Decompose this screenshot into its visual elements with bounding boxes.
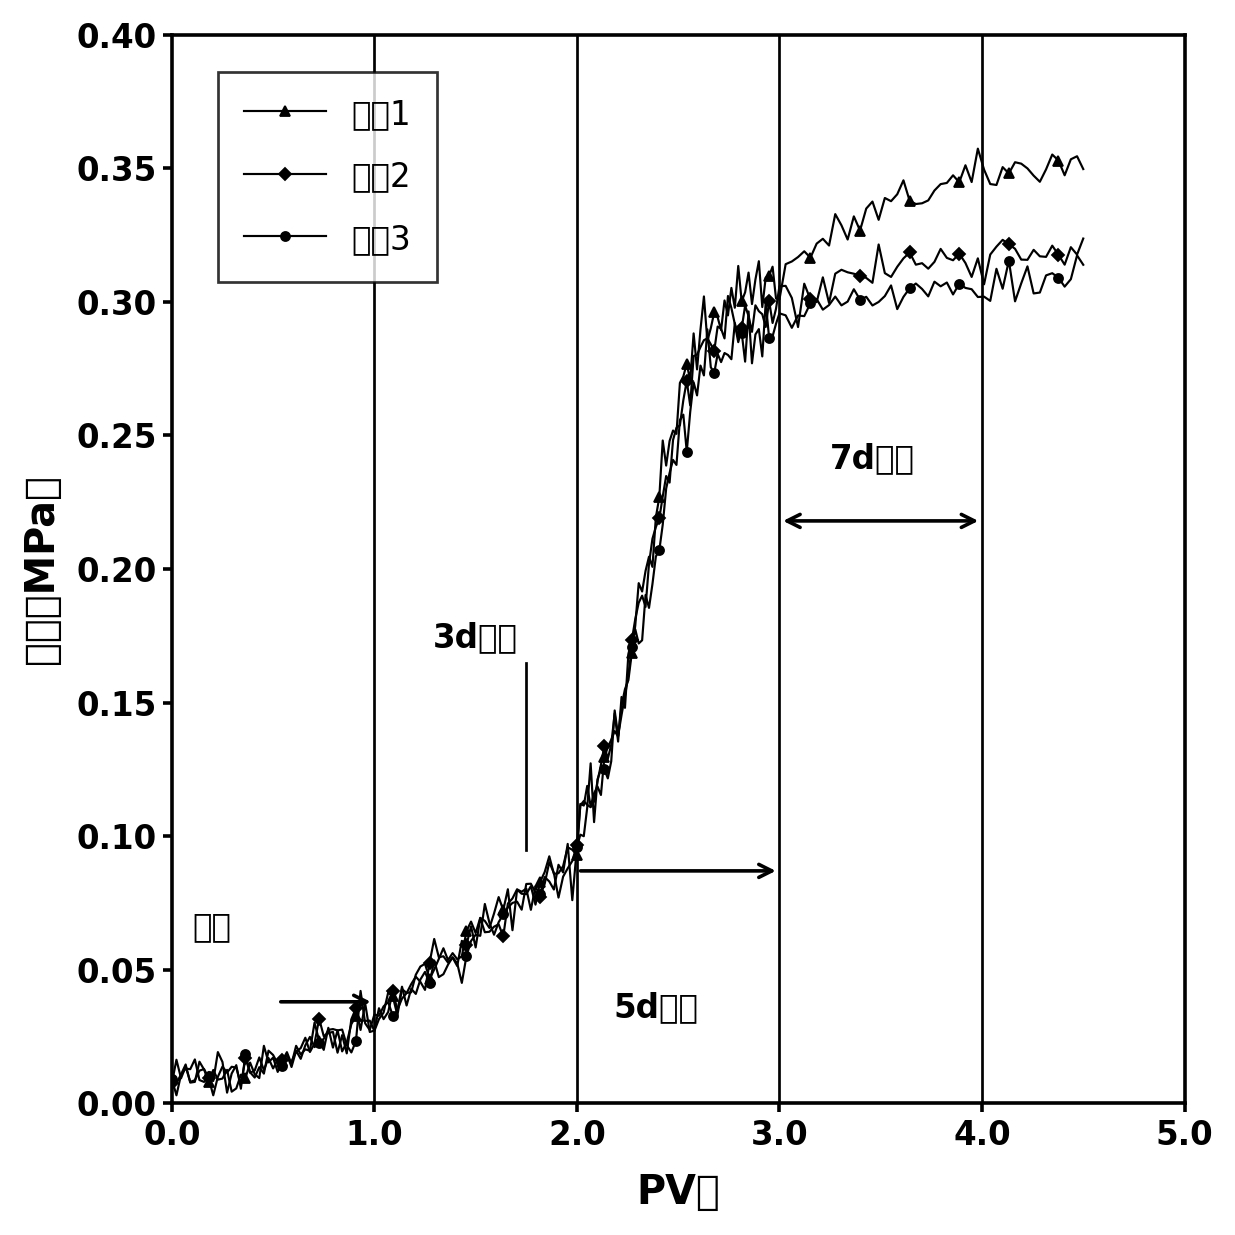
方梅1 [362, 1013, 377, 1028]
方梅2 [191, 1063, 206, 1078]
方梅1 [164, 1070, 179, 1084]
方梅3 [1070, 248, 1084, 263]
方梅2 [183, 1074, 198, 1089]
方梅3 [965, 282, 979, 296]
Text: 3d水驱: 3d水驱 [433, 621, 519, 655]
方梅1 [971, 141, 986, 156]
Text: 5d水驱: 5d水驱 [614, 992, 698, 1024]
方梅1 [965, 174, 979, 189]
方梅3 [188, 1052, 203, 1067]
方梅3 [164, 1072, 179, 1087]
方梅3 [326, 1021, 341, 1036]
方梅3 [196, 1074, 211, 1089]
方梅2 [1076, 231, 1091, 246]
方梅3 [362, 1023, 377, 1037]
方梅1 [191, 1055, 206, 1070]
方梅2 [362, 1025, 377, 1040]
方梅1 [225, 1084, 240, 1099]
Text: 7d水驱: 7d水驱 [830, 442, 915, 475]
方梅2 [206, 1088, 221, 1103]
Text: 注样: 注样 [193, 910, 231, 944]
方梅3 [748, 327, 763, 342]
X-axis label: PV数: PV数 [636, 1173, 720, 1213]
方梅2 [965, 269, 979, 284]
方梅1 [183, 1076, 198, 1091]
方梅2 [748, 298, 763, 312]
Y-axis label: 压力（MPa）: 压力（MPa） [22, 474, 62, 664]
方梅1 [326, 1040, 341, 1055]
Line: 方梅3: 方梅3 [167, 251, 1088, 1100]
方梅2 [164, 1076, 179, 1091]
方梅1 [1076, 162, 1091, 177]
方梅1 [748, 272, 763, 287]
方梅3 [1076, 257, 1091, 272]
Legend: 方梅1, 方梅2, 方梅3: 方梅1, 方梅2, 方梅3 [219, 73, 437, 282]
方梅2 [326, 1024, 341, 1039]
Line: 方梅2: 方梅2 [167, 235, 1088, 1100]
方梅3 [169, 1088, 184, 1103]
Line: 方梅1: 方梅1 [167, 144, 1088, 1097]
